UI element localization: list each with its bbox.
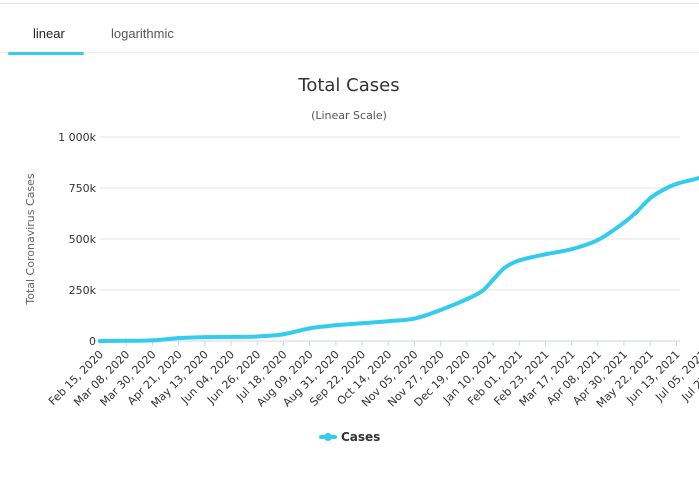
y-axis-ticks: 0 250k 500k 750k 1 000k: [58, 131, 96, 348]
data-point[interactable]: [150, 338, 155, 343]
legend[interactable]: Cases: [319, 430, 380, 444]
data-point[interactable]: [633, 210, 638, 215]
series-line-cases[interactable]: [98, 156, 699, 343]
plot-area: [98, 156, 699, 343]
data-point[interactable]: [595, 238, 600, 243]
y-tick-label: 500k: [69, 233, 97, 246]
data-point[interactable]: [502, 265, 507, 270]
data-point[interactable]: [517, 258, 522, 263]
data-point[interactable]: [543, 252, 548, 257]
data-point[interactable]: [674, 181, 679, 186]
scale-tabs: linear logarithmic: [0, 4, 699, 55]
data-point[interactable]: [622, 220, 626, 225]
data-point[interactable]: [229, 334, 233, 339]
top-border: [0, 3, 699, 4]
y-tick-label: 250k: [69, 284, 97, 297]
data-point[interactable]: [491, 277, 495, 282]
y-tick-label: 750k: [69, 182, 97, 195]
data-point[interactable]: [480, 289, 485, 294]
active-tab-indicator: [8, 52, 84, 55]
legend-item-cases[interactable]: Cases: [341, 430, 380, 444]
tab-logarithmic[interactable]: logarithmic: [111, 26, 174, 41]
y-tick-label: 0: [89, 335, 96, 348]
data-point[interactable]: [412, 316, 417, 321]
data-point[interactable]: [202, 335, 207, 340]
data-point[interactable]: [464, 297, 469, 302]
chart-title: Total Cases: [297, 75, 399, 96]
chart-subtitle: (Linear Scale): [311, 109, 387, 122]
data-point[interactable]: [438, 307, 443, 312]
grid-lines: [100, 136, 680, 342]
data-point[interactable]: [307, 326, 312, 331]
data-point[interactable]: [360, 321, 364, 326]
data-point[interactable]: [255, 334, 260, 339]
data-point[interactable]: [648, 196, 653, 201]
y-axis-label: Total Coronavirus Cases: [24, 173, 37, 306]
legend-marker-icon: [324, 433, 332, 441]
data-point[interactable]: [98, 339, 102, 343]
data-point[interactable]: [176, 336, 181, 341]
y-tick-label: 1 000k: [58, 131, 96, 144]
data-point[interactable]: [386, 319, 391, 324]
data-point[interactable]: [660, 188, 665, 193]
data-point[interactable]: [124, 338, 129, 343]
tab-linear[interactable]: linear: [33, 26, 65, 41]
data-point[interactable]: [281, 332, 286, 337]
data-point[interactable]: [569, 247, 574, 252]
data-point[interactable]: [333, 323, 338, 328]
